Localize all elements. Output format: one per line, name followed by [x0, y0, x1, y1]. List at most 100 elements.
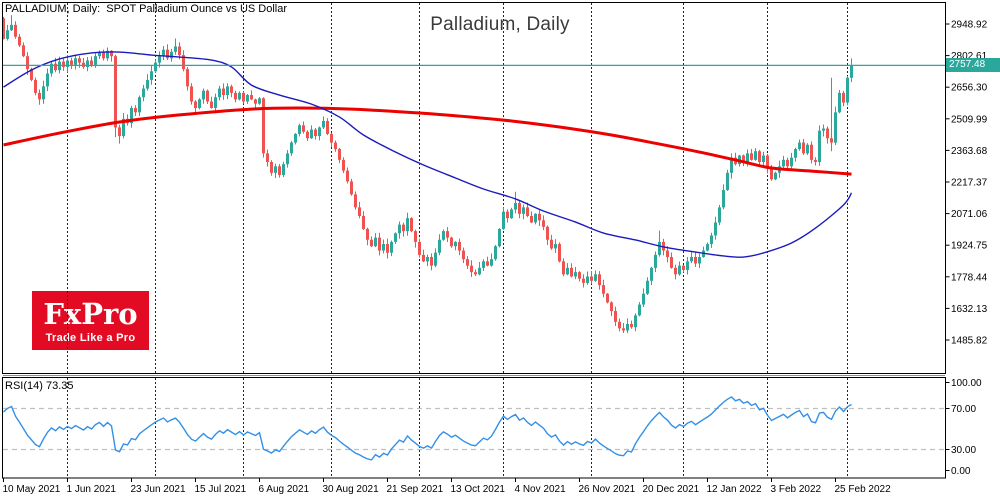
candle-body [762, 155, 765, 162]
price-axis-label: 2071.06 [951, 209, 988, 220]
candle-body [26, 56, 29, 70]
candle-body [146, 79, 149, 89]
candle-body [570, 267, 573, 277]
candle-body [706, 244, 709, 251]
price-axis-label: 2217.37 [951, 178, 988, 189]
candle-body [766, 155, 769, 169]
candle-body [234, 92, 237, 100]
candle-body [646, 280, 649, 294]
price-axis-label: 2656.30 [951, 83, 988, 94]
date-axis-label: 3 Feb 2022 [771, 484, 822, 495]
slow-ma-line [3, 106, 852, 176]
candle-body [302, 125, 305, 132]
candle-body [138, 97, 141, 113]
candle-body [290, 142, 293, 154]
candle-body [726, 172, 729, 191]
candle-body [442, 231, 445, 240]
candle-body [610, 302, 613, 312]
candle-body [222, 88, 225, 96]
candle-body [154, 62, 157, 72]
price-axis-label: 2802.61 [951, 51, 988, 62]
candle-body [334, 142, 337, 150]
fxpro-watermark: FxPro Trade Like a Pro [32, 291, 149, 350]
candle-body [782, 159, 785, 167]
candle-body [686, 261, 689, 270]
candle-body [54, 63, 57, 71]
candle-body [50, 63, 53, 74]
candle-body [770, 168, 773, 180]
price-axis-label: 2363.68 [951, 146, 988, 157]
candle-body [498, 228, 501, 247]
candle-body [722, 190, 725, 208]
candle-body [714, 222, 717, 236]
candle-body [446, 231, 449, 238]
candle-body [86, 60, 89, 67]
candle-body [810, 144, 813, 160]
candle-body [414, 231, 417, 242]
candle-body [122, 118, 125, 137]
candle-body [814, 159, 817, 162]
candle-body [622, 328, 625, 331]
rsi-axis-label: 0.00 [951, 466, 971, 477]
date-axis-label: 21 Sep 2021 [387, 484, 444, 495]
candle-body [42, 86, 45, 100]
candle-body [830, 138, 833, 143]
candle-body [694, 257, 697, 264]
candle-body [158, 56, 161, 63]
candle-body [802, 142, 805, 154]
candle-body [566, 267, 569, 275]
candle-body [454, 241, 457, 247]
candle-body [670, 257, 673, 268]
candle-body [690, 257, 693, 262]
candle-body [842, 92, 845, 103]
date-axis-label: 12 Jan 2022 [707, 484, 762, 495]
main-pane-border [2, 2, 946, 374]
candle-body [542, 220, 545, 227]
candle-body [618, 321, 621, 329]
candle-body [110, 50, 113, 57]
candle-body [438, 239, 441, 253]
candle-body [270, 161, 273, 173]
candle-body [834, 112, 837, 143]
candle-body [382, 244, 385, 251]
candle-body [422, 254, 425, 262]
candle-body [102, 51, 105, 59]
candle-body [850, 65, 853, 78]
candle-body [486, 261, 489, 266]
candle-body [182, 55, 185, 70]
candle-body [718, 207, 721, 223]
candle-body [634, 315, 637, 328]
candle-body [474, 272, 477, 275]
month-separator-grid [67, 3, 848, 477]
candle-body [390, 241, 393, 253]
candle-body [46, 73, 49, 87]
candle-body [550, 239, 553, 249]
candle-body [750, 153, 753, 160]
candle-body [378, 237, 381, 251]
candle-body [386, 244, 389, 253]
candle-body [134, 108, 137, 113]
candle-body [826, 128, 829, 139]
candle-body [14, 24, 17, 37]
candle-body [94, 56, 97, 65]
candle-body [298, 125, 301, 134]
candle-body [242, 92, 245, 102]
candle-body [798, 142, 801, 150]
candle-body [478, 267, 481, 275]
candle-body [606, 293, 609, 303]
price-axis-label: 1485.82 [951, 336, 988, 347]
candle-body [118, 127, 121, 137]
candle-body [30, 69, 33, 80]
date-axis-label: 6 Aug 2021 [259, 484, 310, 495]
candle-body [746, 153, 749, 162]
rsi-axis-label: 100.00 [951, 378, 982, 389]
candle-body [462, 250, 465, 260]
rsi-indicator-label: RSI(14) 73.35 [5, 380, 74, 392]
chart-title: Palladium, Daily [430, 14, 570, 35]
candle-body [274, 166, 277, 173]
candle-body [246, 95, 249, 102]
candle-body [238, 92, 241, 100]
current-price-tag: 2757.48 [946, 58, 1000, 72]
candle-body [602, 285, 605, 294]
